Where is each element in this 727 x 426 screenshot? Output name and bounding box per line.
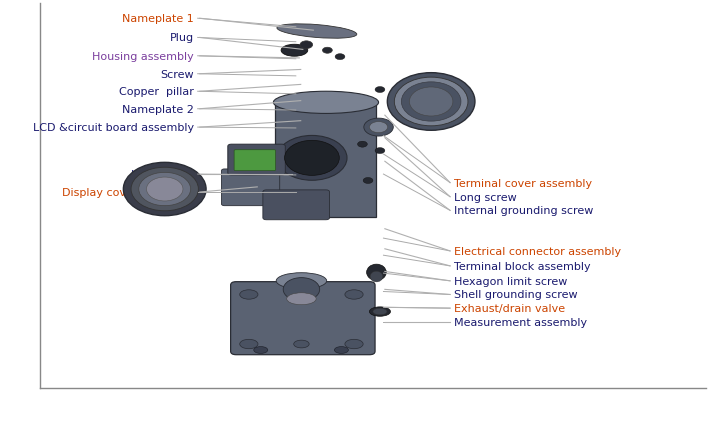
Ellipse shape [131, 168, 198, 211]
Ellipse shape [147, 178, 183, 201]
Ellipse shape [373, 308, 387, 315]
Ellipse shape [240, 340, 258, 349]
Ellipse shape [409, 88, 453, 117]
Ellipse shape [273, 92, 379, 114]
Ellipse shape [364, 119, 393, 137]
FancyBboxPatch shape [234, 150, 276, 171]
Circle shape [358, 142, 367, 148]
Text: Measurement assembly: Measurement assembly [454, 317, 587, 327]
Ellipse shape [240, 290, 258, 299]
Ellipse shape [254, 347, 268, 354]
Ellipse shape [284, 141, 340, 176]
FancyBboxPatch shape [230, 282, 375, 355]
Text: Long screw: Long screw [454, 192, 516, 202]
Text: Shell grounding screw: Shell grounding screw [454, 290, 577, 300]
Text: Electrical connector assembly: Electrical connector assembly [454, 246, 621, 256]
Text: Housing assembly: Housing assembly [92, 52, 194, 62]
Ellipse shape [281, 45, 308, 57]
Ellipse shape [286, 293, 316, 305]
Text: Nameplate 2: Nameplate 2 [122, 104, 194, 115]
Text: Nameplate 1: Nameplate 1 [122, 14, 194, 24]
Ellipse shape [276, 273, 326, 289]
Text: Terminal cover assembly: Terminal cover assembly [454, 178, 592, 188]
Ellipse shape [294, 340, 309, 348]
Ellipse shape [334, 347, 348, 354]
FancyBboxPatch shape [263, 190, 329, 220]
Ellipse shape [345, 340, 363, 349]
Text: Long screw: Long screw [132, 170, 194, 180]
Ellipse shape [369, 122, 387, 133]
Ellipse shape [345, 290, 363, 299]
Circle shape [335, 55, 345, 60]
Text: Display cover assembly: Display cover assembly [63, 187, 194, 198]
Text: LCD &circuit board assembly: LCD &circuit board assembly [33, 123, 194, 133]
Text: Plug: Plug [170, 33, 194, 43]
Ellipse shape [284, 278, 320, 302]
Circle shape [363, 178, 373, 184]
Circle shape [375, 148, 385, 154]
Ellipse shape [124, 163, 206, 216]
Ellipse shape [394, 78, 468, 127]
Ellipse shape [277, 136, 347, 181]
Ellipse shape [139, 173, 190, 206]
Text: Screw: Screw [161, 69, 194, 80]
Text: Exhaust/drain valve: Exhaust/drain valve [454, 303, 565, 314]
Ellipse shape [366, 265, 386, 281]
Circle shape [300, 42, 313, 49]
Circle shape [323, 48, 332, 54]
Text: Hexagon limit screw: Hexagon limit screw [454, 276, 567, 286]
Ellipse shape [369, 307, 390, 317]
FancyBboxPatch shape [228, 145, 285, 176]
Ellipse shape [387, 73, 475, 131]
Circle shape [375, 87, 385, 93]
Ellipse shape [370, 272, 382, 282]
Text: Terminal block assembly: Terminal block assembly [454, 261, 590, 271]
Text: Internal grounding screw: Internal grounding screw [454, 206, 593, 216]
Text: Copper  pillar: Copper pillar [119, 87, 194, 97]
Ellipse shape [401, 83, 461, 122]
Ellipse shape [277, 25, 357, 39]
Polygon shape [275, 102, 377, 217]
FancyBboxPatch shape [222, 170, 280, 206]
